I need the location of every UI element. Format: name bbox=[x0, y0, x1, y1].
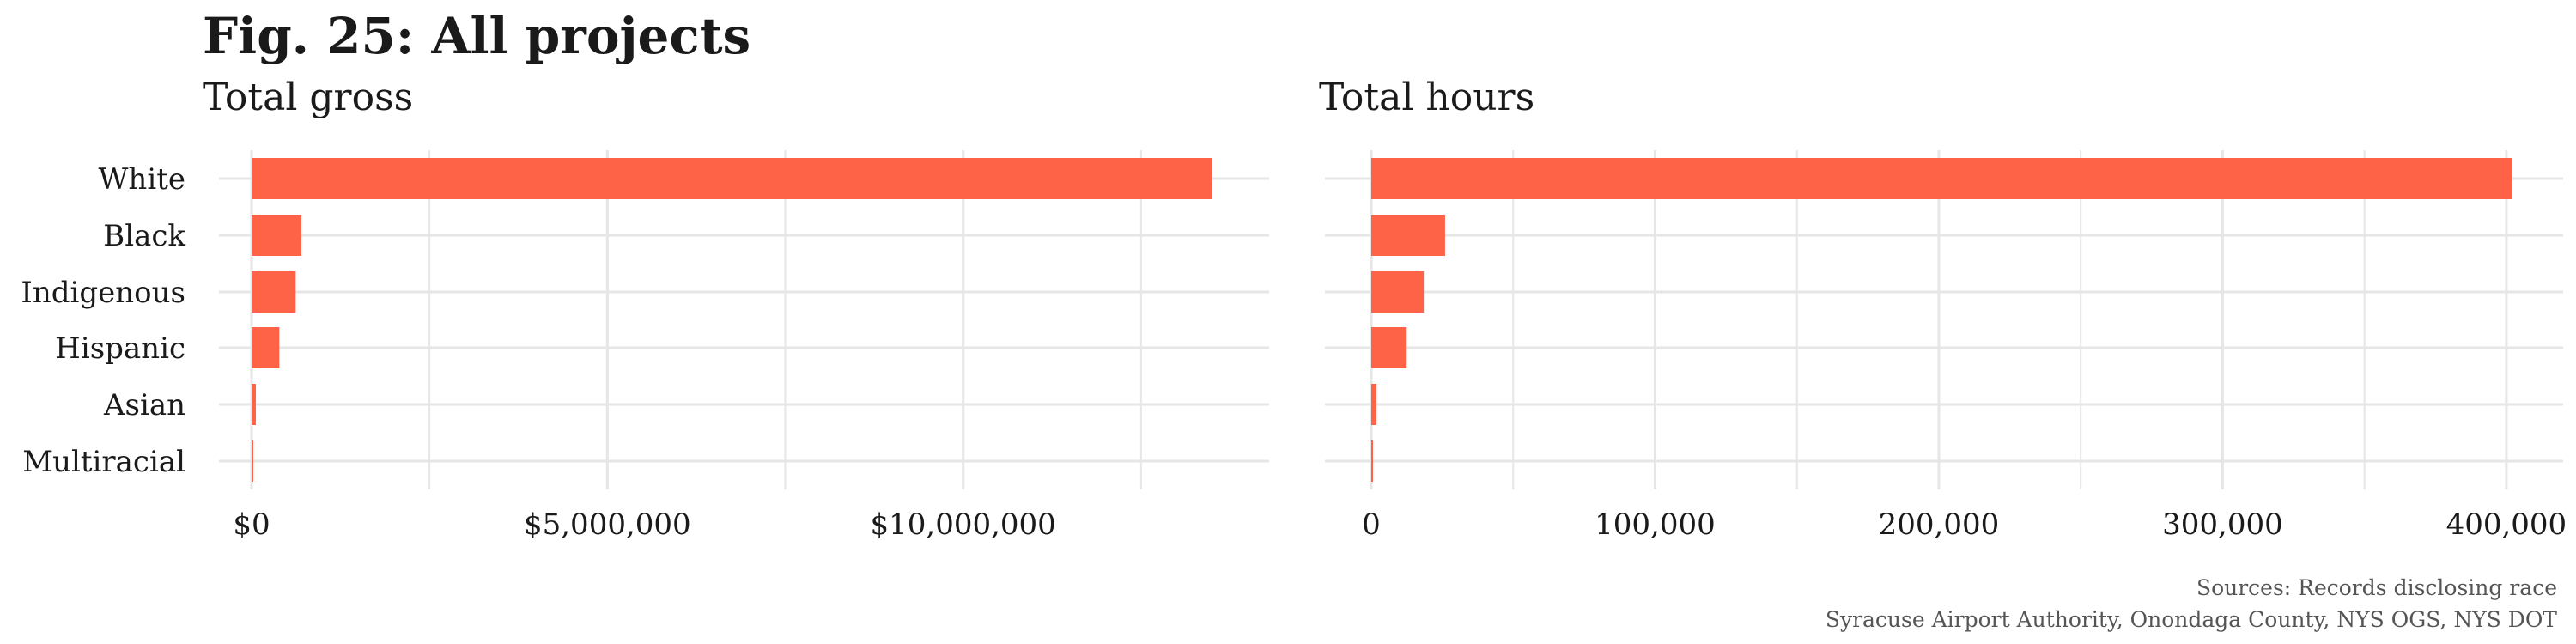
total-gross-x-tick-label: $5,000,000 bbox=[524, 507, 691, 542]
source-note: Sources: Records disclosing race bbox=[2196, 575, 2557, 600]
total-gross-bar-asian bbox=[252, 384, 256, 425]
bar-charts: $0 $5,000,000 $10,000,000 White Black Indigen… bbox=[21, 150, 2567, 542]
total-hours-bar-hispanic bbox=[1371, 327, 1407, 368]
category-label-indigenous: Indigenous bbox=[21, 276, 185, 310]
total-hours-bar-asian bbox=[1371, 384, 1376, 425]
total-hours-x-tick-label: 300,000 bbox=[2162, 507, 2283, 542]
total-hours-x-tick-label: 200,000 bbox=[1879, 507, 2000, 542]
figure-title: Fig. 25: All projects bbox=[203, 7, 751, 65]
total-gross-x-tick-label: $0 bbox=[233, 507, 270, 542]
category-label-hispanic: Hispanic bbox=[55, 331, 185, 366]
category-label-white: White bbox=[98, 162, 185, 197]
total-hours-x-tick-label: 100,000 bbox=[1595, 507, 1716, 542]
panel-title-total-gross: Total gross bbox=[203, 76, 414, 119]
total-hours-bar-indigenous bbox=[1371, 271, 1425, 313]
total-gross-x-tick-label: $10,000,000 bbox=[871, 507, 1056, 542]
total-hours-bar-multiracial bbox=[1371, 440, 1373, 482]
total-gross-bar-black bbox=[252, 215, 302, 256]
total-gross-bar-white bbox=[252, 158, 1212, 199]
total-hours-bar-black bbox=[1371, 215, 1445, 256]
panel-title-total-hours: Total hours bbox=[1319, 76, 1535, 119]
source-agencies: Syracuse Airport Authority, Onondaga Cou… bbox=[1825, 607, 2557, 632]
category-label-multiracial: Multiracial bbox=[22, 445, 185, 479]
total-gross-bar-indigenous bbox=[252, 271, 296, 313]
total-hours-x-tick-label: 0 bbox=[1362, 507, 1381, 542]
total-hours-bar-white bbox=[1371, 158, 2512, 199]
category-label-black: Black bbox=[103, 219, 185, 253]
total-hours-x-tick-label: 400,000 bbox=[2446, 507, 2567, 542]
total-gross-bar-multiracial bbox=[252, 440, 253, 482]
total-gross-bar-hispanic bbox=[252, 327, 280, 368]
category-label-asian: Asian bbox=[103, 388, 185, 422]
